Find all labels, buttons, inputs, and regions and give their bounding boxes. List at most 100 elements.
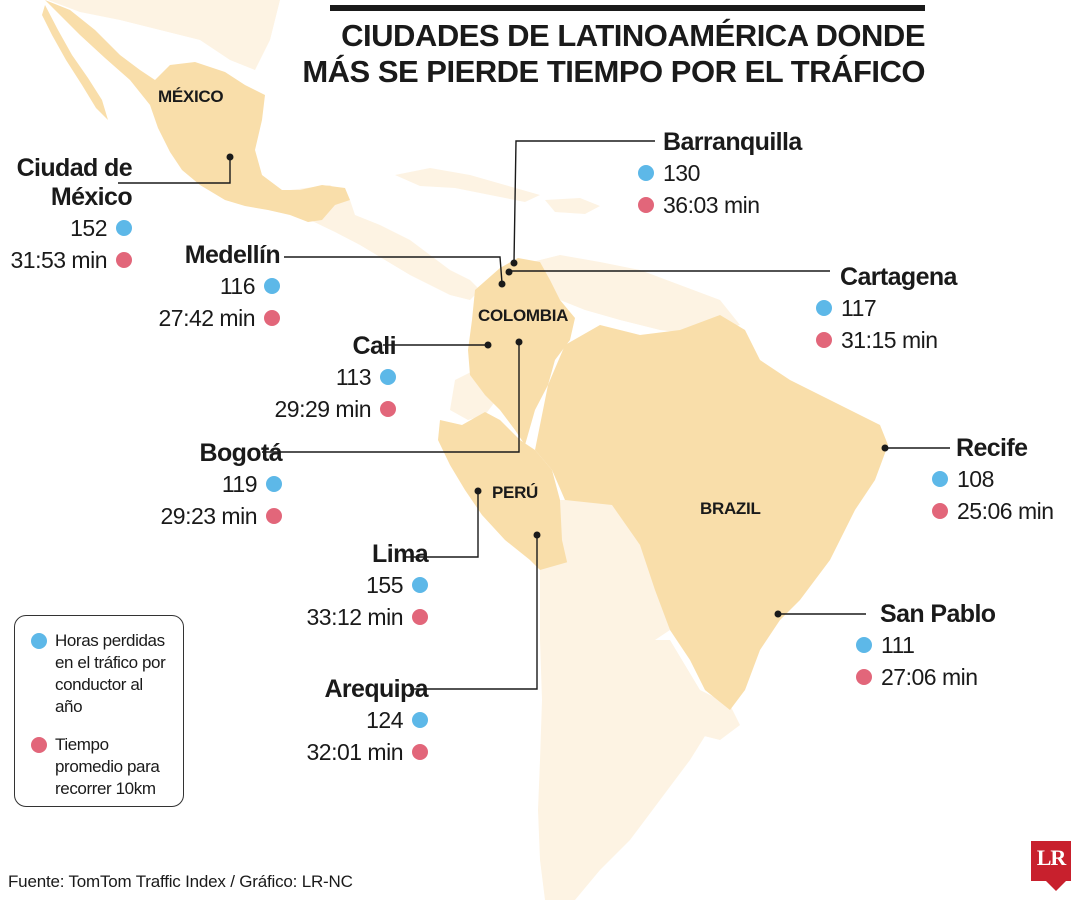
city-name: Recife [956, 434, 1028, 462]
city-name: Arequipa [324, 675, 428, 703]
city-name: Bogotá [199, 439, 283, 467]
time-value: 31:15 min [841, 327, 938, 353]
hours-row: 124 [306, 704, 428, 736]
hours-dot-icon [856, 637, 872, 653]
leader-lines [118, 140, 950, 690]
peru-land [438, 412, 575, 575]
city-medellin: Medellín 116 27:42 min [158, 241, 280, 334]
hours-dot-icon [266, 476, 282, 492]
hours-row: 116 [158, 270, 280, 302]
southern-cone-land [538, 560, 715, 900]
time-dot-icon [856, 669, 872, 685]
city-arequipa: Arequipa 124 32:01 min [306, 675, 428, 768]
city-cali: Cali 113 29:29 min [274, 332, 396, 425]
hours-row: 117 [816, 292, 957, 324]
city-markers [226, 153, 889, 618]
hours-dot-icon [932, 471, 948, 487]
leader-arequipa [410, 535, 538, 690]
legend-hours-dot-icon [31, 633, 47, 649]
city-cartagena: Cartagena 117 31:15 min [816, 263, 957, 356]
hours-value: 117 [841, 295, 877, 321]
hours-value: 108 [957, 466, 994, 492]
time-row: 31:53 min [10, 244, 132, 276]
hours-dot-icon [264, 278, 280, 294]
country-label-brazil: BRAZIL [700, 499, 761, 518]
legend-hours-label: Horas perdidas en el tráfico por conduct… [55, 631, 166, 716]
marker-lima [474, 487, 482, 495]
hours-value: 111 [881, 632, 915, 658]
city-name: San Pablo [880, 600, 996, 628]
title-line-1: CIUDADES DE LATINOAMÉRICA DONDE [341, 18, 925, 53]
time-dot-icon [816, 332, 832, 348]
city-name: México [50, 183, 133, 211]
hours-value: 113 [335, 364, 372, 390]
time-row: 29:23 min [160, 500, 282, 532]
time-value: 31:53 min [10, 247, 107, 273]
central-america-land [290, 185, 480, 300]
city-name: Cartagena [840, 263, 957, 291]
country-label-peru: PERÚ [492, 483, 539, 502]
colombia-land [468, 258, 575, 445]
hours-dot-icon [816, 300, 832, 316]
hours-row: 119 [160, 468, 282, 500]
time-value: 32:01 min [306, 739, 403, 765]
leader-bogota [262, 342, 520, 453]
marker-arequipa [533, 531, 541, 539]
hours-dot-icon [116, 220, 132, 236]
leader-barranquilla [513, 140, 655, 263]
title-line-2: MÁS SE PIERDE TIEMPO POR EL TRÁFICO [302, 54, 925, 89]
hours-row: 111 [856, 629, 995, 661]
legend-box: Horas perdidas en el tráfico por conduct… [14, 615, 184, 807]
caribbean-islands [395, 168, 540, 202]
time-dot-icon [266, 508, 282, 524]
city-lima: Lima 155 33:12 min [306, 540, 428, 633]
hours-value: 152 [70, 215, 107, 241]
time-value: 36:03 min [663, 192, 760, 218]
marker-recife [881, 444, 889, 452]
uruguay-land [695, 690, 740, 740]
time-row: 36:03 min [638, 189, 802, 221]
city-name: Ciudad de [16, 154, 133, 182]
marker-cali [484, 341, 492, 349]
time-dot-icon [264, 310, 280, 326]
legend-item-hours: Horas perdidas en el tráfico por conduct… [31, 630, 173, 718]
hispaniola-island [545, 198, 600, 214]
time-dot-icon [116, 252, 132, 268]
legend-item-time: Tiempo promedio para recorrer 10km [31, 734, 173, 800]
venezuela-guyanas-land [520, 255, 740, 335]
time-dot-icon [380, 401, 396, 417]
city-name: Barranquilla [663, 128, 802, 156]
time-dot-icon [638, 197, 654, 213]
time-dot-icon [932, 503, 948, 519]
time-row: 33:12 min [306, 601, 428, 633]
city-sanpablo: San Pablo 111 27:06 min [856, 600, 996, 693]
time-row: 25:06 min [932, 495, 1054, 527]
city-barranquilla: Barranquilla 130 36:03 min [638, 128, 802, 221]
city-cdmx: Ciudad de México 152 31:53 min [10, 154, 132, 276]
time-value: 33:12 min [306, 604, 403, 630]
city-name: Medellín [184, 241, 281, 269]
hours-value: 155 [366, 572, 403, 598]
city-name: Cali [352, 332, 397, 360]
hours-row: 113 [274, 361, 396, 393]
marker-cdmx [226, 153, 234, 161]
hours-row: 155 [306, 569, 428, 601]
leader-medellin [284, 256, 503, 284]
lr-logo-text: LR [1036, 845, 1067, 870]
leader-cdmx [118, 157, 231, 184]
page-title: CIUDADES DE LATINOAMÉRICA DONDE MÁS SE P… [302, 18, 925, 90]
hours-value: 124 [366, 707, 403, 733]
hours-value: 119 [221, 471, 258, 497]
hours-row: 152 [10, 212, 132, 244]
source-credit: Fuente: TomTom Traffic Index / Gráfico: … [8, 872, 353, 891]
brazil-land [535, 315, 888, 710]
time-value: 27:42 min [158, 305, 255, 331]
time-value: 29:23 min [160, 503, 257, 529]
usa-land [48, 0, 280, 70]
city-name: Lima [372, 540, 429, 568]
time-row: 31:15 min [816, 324, 957, 356]
baja-california-land [42, 5, 108, 120]
marker-barranquilla [510, 259, 518, 267]
hours-dot-icon [412, 712, 428, 728]
